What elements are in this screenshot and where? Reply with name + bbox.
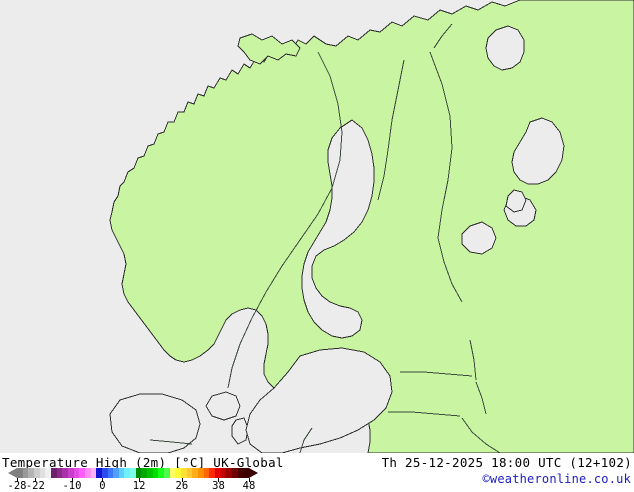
colorbar-swatch (214, 468, 221, 478)
water-lake-vattern (231, 417, 249, 445)
border-latvia-lithuania (388, 411, 461, 417)
colorbar-tick (249, 478, 250, 482)
colorbar-swatch (73, 468, 80, 478)
colorbar-swatch (152, 468, 159, 478)
colorbar-swatch (231, 468, 238, 478)
colorbar-swatch (226, 468, 232, 478)
colorbar-swatch (124, 468, 131, 478)
border-estonia-latvia (400, 371, 473, 377)
map-canvas[interactable] (0, 0, 634, 453)
colorbar-swatch (90, 468, 97, 478)
colorbar-tick-label: 0 (99, 480, 106, 492)
border-germany-poland (299, 427, 313, 453)
colorbar-swatch (158, 468, 165, 478)
border-finland-sweden (377, 59, 405, 201)
colorbar-swatch (220, 468, 227, 478)
colorbar-swatch (28, 468, 34, 478)
water-lake-ladoga (461, 221, 497, 255)
colorbar-swatch (113, 468, 119, 478)
colorbar-swatch (209, 468, 215, 478)
colorbar-tick (71, 478, 73, 482)
colorbar-swatch (243, 468, 249, 478)
colorbar-swatch (62, 468, 68, 478)
water-skagerrak (109, 393, 201, 453)
border-finland-russia (429, 51, 463, 303)
colorbar-swatch (107, 468, 114, 478)
colorbar-tick-label: 12 (132, 480, 146, 492)
run-valid-time: Th 25-12-2025 18:00 UTC (12+102) (381, 455, 632, 470)
colorbar-ticks (0, 478, 300, 482)
colorbar-swatch (39, 468, 46, 478)
colorbar-swatch (22, 468, 29, 478)
colorbar-swatch (203, 468, 210, 478)
colorbar-tick-label: 38 (212, 480, 225, 492)
colorbar-swatch (79, 468, 85, 478)
colorbar-tick (139, 478, 141, 482)
colorbar-swatch (56, 468, 63, 478)
colorbar-swatch (67, 468, 74, 478)
colorbar-tick-label: -10 (62, 480, 82, 492)
colorbar-swatch (192, 468, 198, 478)
colorbar-tick-label: -28 (7, 480, 27, 492)
colorbar-swatch (33, 468, 40, 478)
border-latvia-belarus (475, 381, 487, 415)
colorbar-swatch (84, 468, 91, 478)
colorbar-swatch (45, 468, 51, 478)
copyright-label: ©weatheronline.co.uk (482, 472, 631, 486)
colorbar-tick (181, 478, 183, 482)
colorbar-swatch (101, 468, 108, 478)
water-gulf-of-bothnia (301, 119, 375, 339)
colorbar-swatch (135, 468, 142, 478)
landmass-group (109, 0, 634, 453)
border-lithuania-belarus (461, 417, 501, 453)
border-estonia-russia (469, 339, 477, 381)
border-norway-russia (433, 23, 453, 49)
colorbar-swatch (141, 468, 148, 478)
colorbar-swatch (175, 468, 182, 478)
colorbar-swatch (237, 468, 244, 478)
colorbar-tick (218, 478, 220, 482)
water-bodies-group (109, 25, 565, 453)
colorbar-tick-labels: -28 -22 -10 0 12 26 38 48 (0, 480, 300, 492)
colorbar-over-arrow-icon (249, 468, 258, 478)
water-lake-onega (505, 189, 527, 213)
colorbar-tick-label: -22 (25, 480, 45, 492)
national-borders-group (149, 23, 501, 453)
water-lake-vanern (205, 391, 241, 421)
colorbar-swatch (181, 468, 187, 478)
colorbar-swatch (169, 468, 176, 478)
map-geometry (109, 0, 634, 453)
colorbar-swatch (96, 468, 102, 478)
border-denmark-germany (149, 439, 193, 445)
colorbar-swatch (17, 468, 23, 478)
colorbar-swatch (198, 468, 204, 478)
colorbar-swatch (186, 468, 193, 478)
colorbar-swatch (50, 468, 57, 478)
colorbar-swatch (130, 468, 136, 478)
colorbar-tick-label: 26 (175, 480, 189, 492)
colorbar-swatches (17, 468, 249, 478)
colorbar-under-arrow-icon (8, 468, 17, 478)
colorbar-swatch (164, 468, 170, 478)
map-footer: Temperature High (2m) [°C] UK-Global Th … (0, 453, 634, 492)
water-baltic-sea (245, 347, 393, 453)
temperature-colorbar[interactable]: -28 -22 -10 0 12 26 38 48 (0, 467, 300, 492)
colorbar-swatch (147, 468, 153, 478)
colorbar-tick (102, 478, 104, 482)
colorbar-swatch (118, 468, 125, 478)
border-norway-sweden (227, 51, 343, 389)
land-norway-coast-detail (237, 33, 301, 65)
product-title: Temperature High (2m) [°C] UK-Global (2, 455, 284, 470)
colorbar-tick-label: 48 (242, 480, 256, 492)
colorbar-tick (35, 478, 37, 482)
land-fennoscandia (109, 0, 634, 453)
water-white-sea (485, 25, 525, 71)
water-white-sea-basin (511, 117, 565, 185)
colorbar-tick (17, 478, 18, 482)
